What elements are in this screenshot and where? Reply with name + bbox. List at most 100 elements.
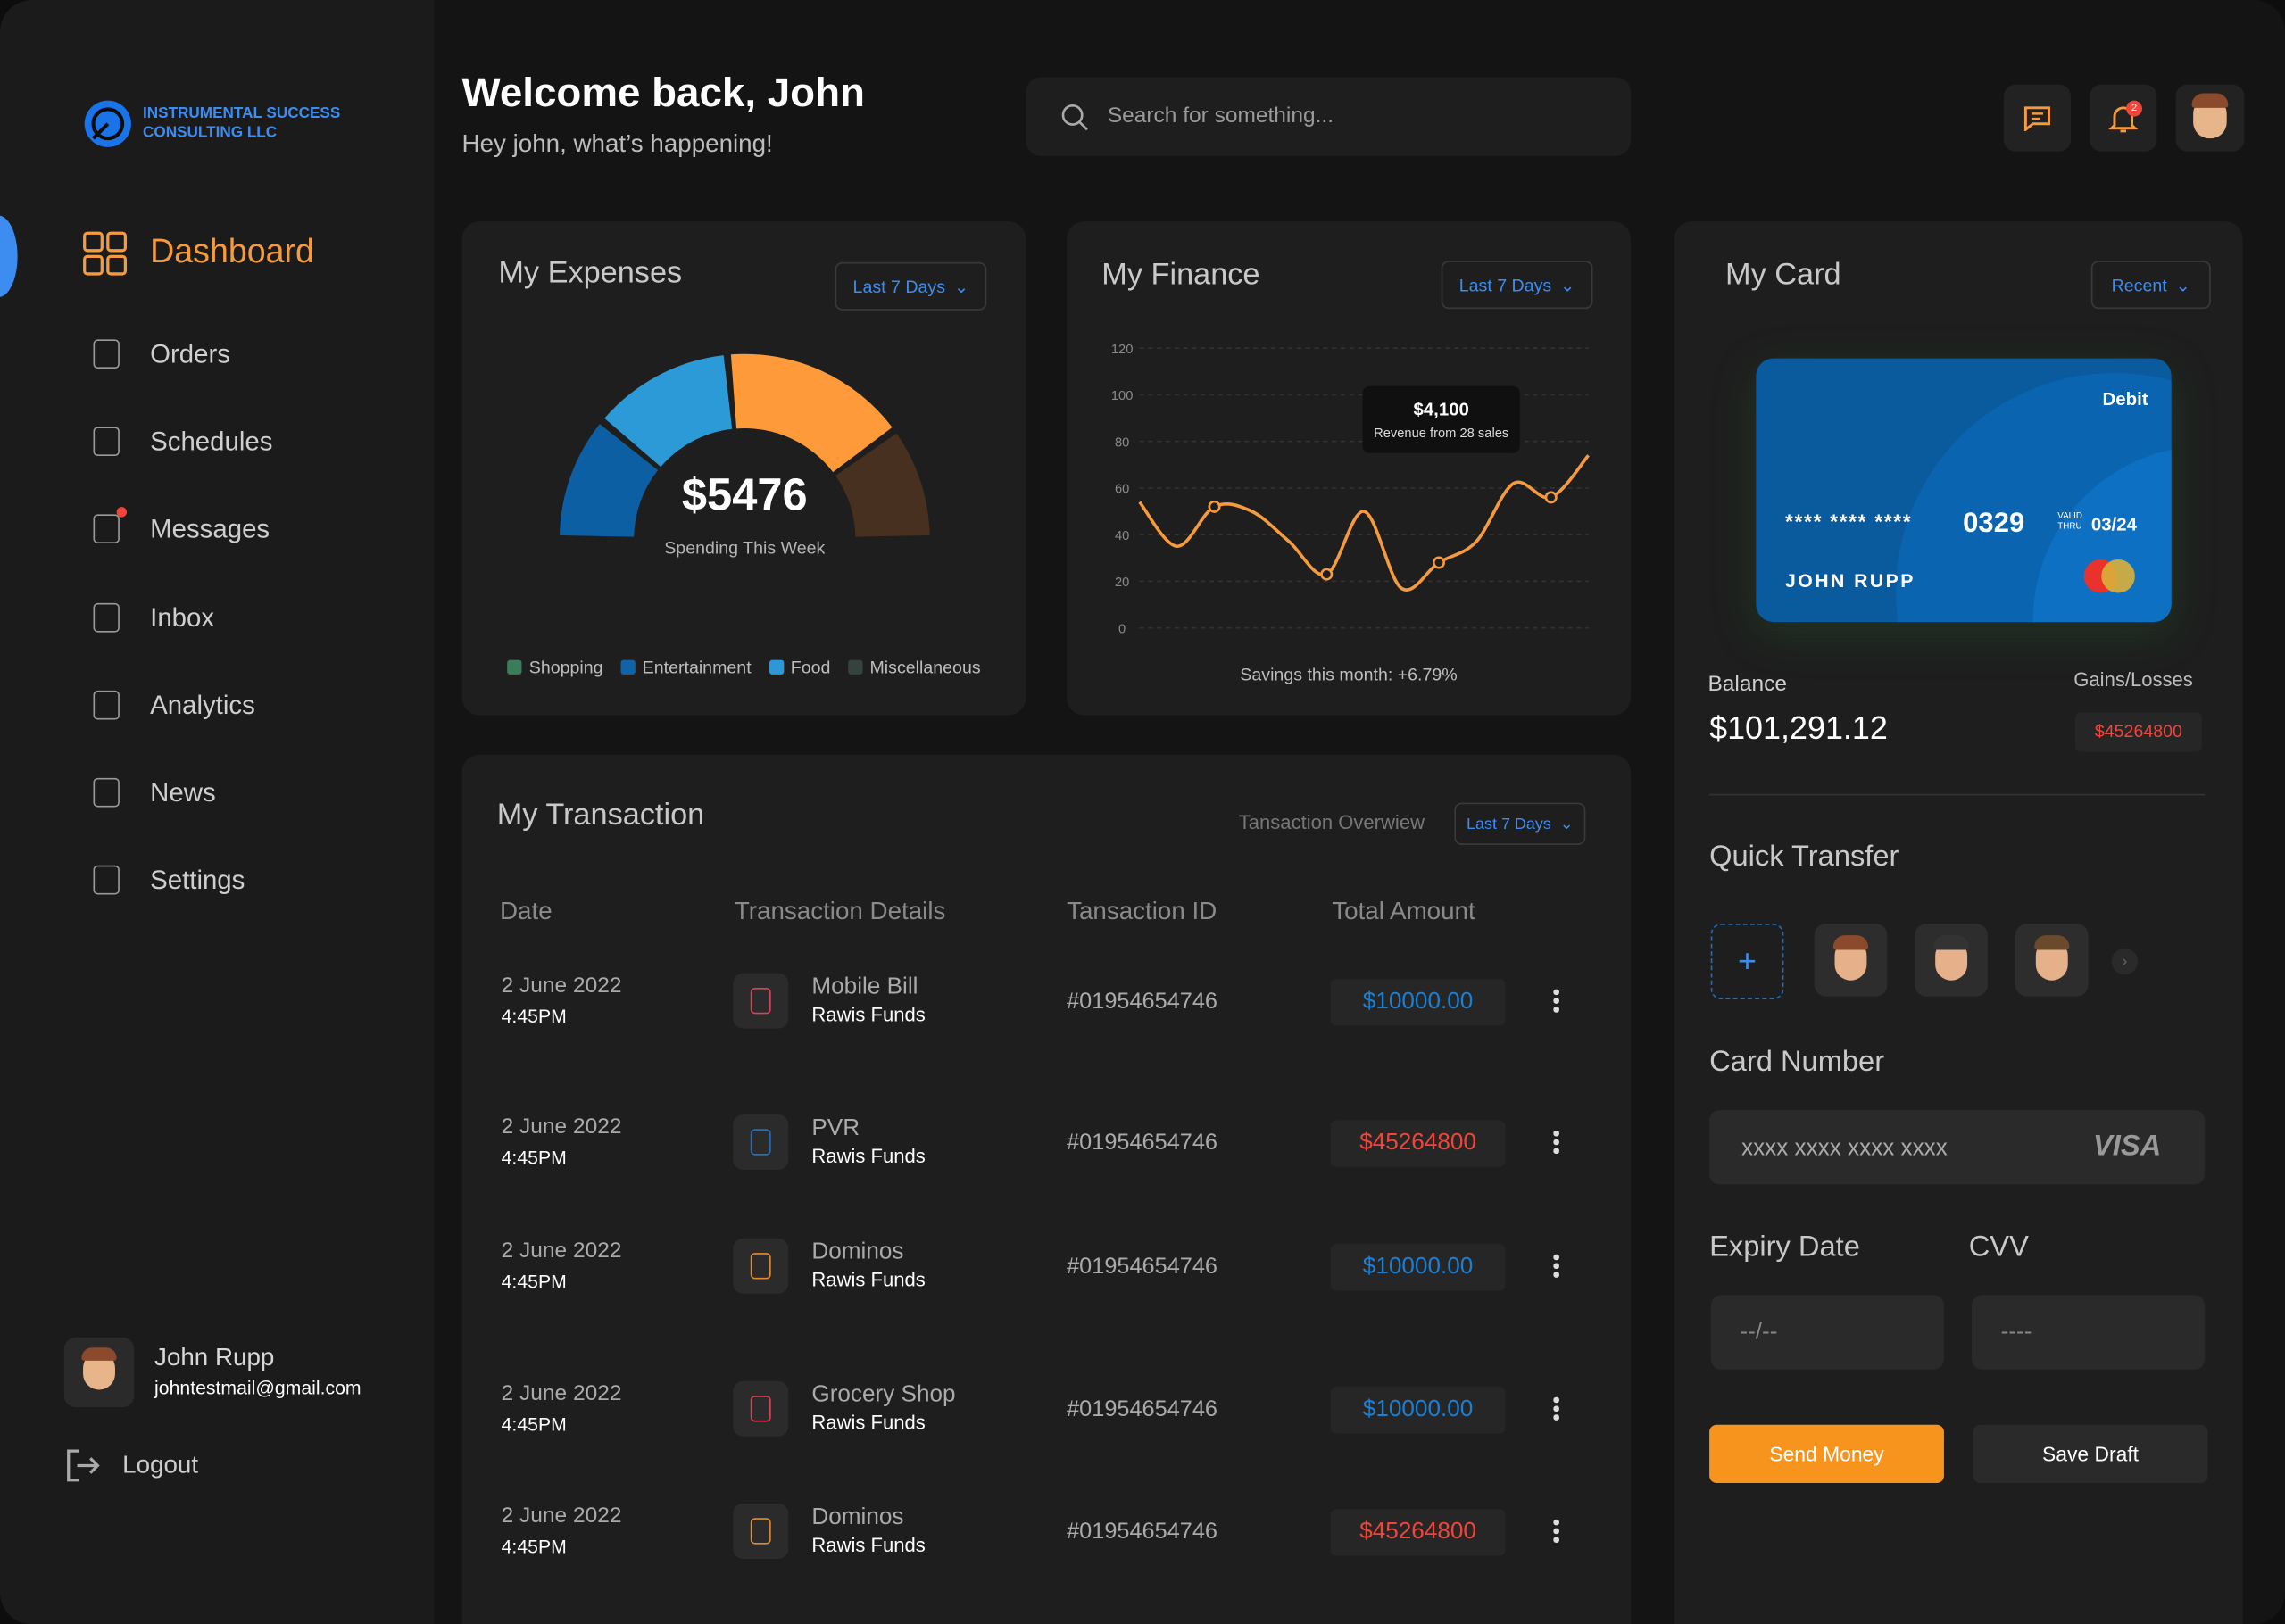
expiry-input[interactable]: --/-- <box>1710 1295 1944 1370</box>
card-masked: **** **** **** <box>1784 510 1913 534</box>
gauge-caption: Spending This Week <box>664 537 826 559</box>
field-label: Expiry Date <box>1709 1230 1860 1264</box>
dot <box>1553 1148 1559 1154</box>
filter[interactable]: Last 7 Days ⌄ <box>1441 261 1593 310</box>
chat-button[interactable] <box>2003 84 2071 152</box>
detail-icon <box>733 1380 789 1437</box>
gauge <box>559 353 930 537</box>
nav-item[interactable]: Messages <box>150 514 270 543</box>
detail-icon <box>733 1503 789 1559</box>
card-title: My Expenses <box>498 256 683 290</box>
visa-logo: VISA <box>2093 1130 2162 1163</box>
icon-part <box>93 514 120 543</box>
section-title: Quick Transfer <box>1709 841 1899 873</box>
notification-badge: 2 <box>2126 100 2142 117</box>
amount: $10000.00 <box>1330 979 1506 1026</box>
card-last4: 0329 <box>1963 508 2025 540</box>
placeholder: xxxx xxxx xxxx xxxx <box>1741 1136 1948 1162</box>
nav-icon <box>93 507 128 546</box>
dot <box>1553 1519 1559 1525</box>
time: 4:45PM <box>501 1146 567 1169</box>
card-title: My Transaction <box>496 798 705 833</box>
amount: $45264800 <box>1330 1509 1506 1556</box>
legend-label: Shopping <box>528 657 603 678</box>
profile-avatar[interactable] <box>2175 84 2245 152</box>
y-tick-label: 60 <box>1115 483 1129 497</box>
row-menu[interactable] <box>1550 1396 1562 1423</box>
add-contact[interactable]: + <box>1710 924 1784 999</box>
y-tick-label: 20 <box>1115 576 1129 590</box>
brand: INSTRUMENTAL SUCCESS CONSULTING LLC <box>143 105 340 143</box>
point <box>1320 568 1334 581</box>
row-menu[interactable] <box>1550 1254 1562 1280</box>
row-menu[interactable] <box>1550 989 1562 1015</box>
user-name: John Rupp <box>154 1343 275 1371</box>
y-tick-label: 0 <box>1118 622 1126 636</box>
field-label: CVV <box>1968 1230 2029 1264</box>
logout-icon <box>67 1449 100 1482</box>
contact-avatar[interactable] <box>1814 924 1888 997</box>
placeholder: --/-- <box>1740 1320 1778 1345</box>
point <box>1208 500 1221 513</box>
logo <box>84 100 131 147</box>
filter[interactable]: Last 7 Days ⌄ <box>835 261 987 311</box>
send-button[interactable]: Send Money <box>1709 1424 1944 1484</box>
cvv-input[interactable]: ---- <box>1971 1295 2206 1370</box>
legend-swatch <box>507 659 522 675</box>
row-menu[interactable] <box>1550 1130 1562 1156</box>
brand-line: CONSULTING LLC <box>143 123 278 142</box>
legend-swatch <box>769 659 784 675</box>
search-box[interactable]: Search for something... <box>1026 77 1631 156</box>
nav-item[interactable]: Dashboard <box>150 231 314 270</box>
time: 4:45PM <box>501 1270 567 1293</box>
dot <box>1553 1414 1559 1421</box>
icon-part <box>83 254 104 276</box>
icon-glyph <box>750 987 771 1015</box>
legend: Shopping Entertainment Food Miscellaneous <box>462 657 1026 677</box>
dot <box>1553 998 1559 1004</box>
icon-glyph <box>750 1518 771 1545</box>
column-header: Transaction Details <box>734 897 946 925</box>
detail-sub: Rawis Funds <box>811 1412 926 1434</box>
contact-avatar[interactable] <box>1915 924 1988 997</box>
filter-label: Recent <box>2111 274 2167 295</box>
notification-button[interactable]: 2 <box>2090 84 2157 152</box>
icon-part <box>93 865 120 895</box>
row-menu[interactable] <box>1550 1519 1562 1545</box>
nav-item[interactable]: News <box>150 777 216 808</box>
dot <box>1553 1272 1559 1278</box>
tooltip-value: $4,100 <box>1413 399 1469 420</box>
detail-sub: Rawis Funds <box>811 1534 926 1556</box>
nav-item[interactable]: Orders <box>150 339 230 369</box>
icon-part <box>106 231 128 253</box>
time: 4:45PM <box>501 1413 567 1436</box>
date: 2 June 2022 <box>501 1114 622 1139</box>
next-contacts[interactable]: › <box>2111 948 2139 975</box>
contact-avatar[interactable] <box>2015 924 2089 997</box>
filter[interactable]: Recent ⌄ <box>2090 261 2211 310</box>
filter-label: Last 7 Days <box>1458 274 1552 295</box>
filter[interactable]: Last 7 Days ⌄ <box>1454 802 1586 845</box>
logout[interactable]: Logout <box>122 1451 199 1479</box>
page-subtitle: Hey john, what’s happening! <box>461 129 773 158</box>
nav-item[interactable]: Analytics <box>150 690 255 720</box>
nav-item[interactable]: Inbox <box>150 602 215 633</box>
detail-sub: Rawis Funds <box>811 1003 926 1026</box>
hair <box>1832 935 1869 950</box>
gauge-total: $5476 <box>681 468 808 520</box>
y-tick-label: 80 <box>1115 435 1129 450</box>
legend-swatch <box>847 659 863 675</box>
card-kind: Debit <box>2102 388 2148 410</box>
detail: Dominos <box>811 1239 904 1265</box>
detail: PVR <box>811 1115 860 1141</box>
card-number-input[interactable]: xxxx xxxx xxxx xxxx VISA <box>1709 1110 2206 1185</box>
icon-part <box>93 690 120 720</box>
dot <box>1553 1396 1559 1403</box>
nav-item[interactable]: Settings <box>150 865 245 895</box>
legend-label: Miscellaneous <box>869 657 981 678</box>
nav-item[interactable]: Schedules <box>150 427 273 457</box>
card-valid-line: VALID <box>2057 512 2082 522</box>
draft-button[interactable]: Save Draft <box>1973 1424 2208 1484</box>
card-expiry: 03/24 <box>2090 514 2137 535</box>
nav-icon <box>93 865 122 898</box>
